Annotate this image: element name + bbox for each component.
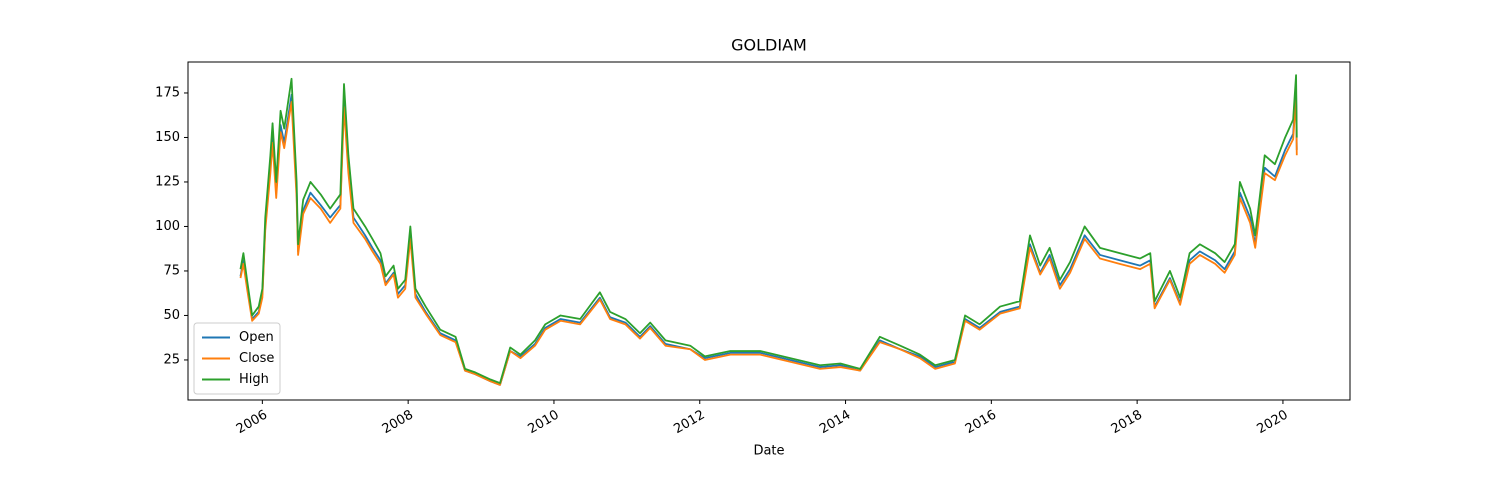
legend-label: Open — [239, 330, 274, 345]
axes-frame — [187, 61, 1351, 401]
line-series — [239, 97, 1298, 386]
x-axis-label: Date — [753, 444, 784, 459]
y-tick-label: 150 — [155, 130, 180, 145]
y-tick-label: 75 — [163, 263, 180, 278]
y-tick-label: 175 — [155, 85, 180, 100]
legend: Open Close High — [193, 322, 281, 395]
line-series — [239, 74, 1298, 384]
legend-box — [193, 322, 281, 395]
y-tick-label: 50 — [163, 308, 180, 323]
y-tick-label: 125 — [155, 174, 180, 189]
y-tick-label: 25 — [163, 352, 180, 367]
legend-label: Close — [239, 351, 274, 366]
chart-title: GOLDIAM — [731, 36, 807, 55]
legend-label: High — [239, 372, 269, 387]
y-tick-label: 100 — [155, 219, 180, 234]
